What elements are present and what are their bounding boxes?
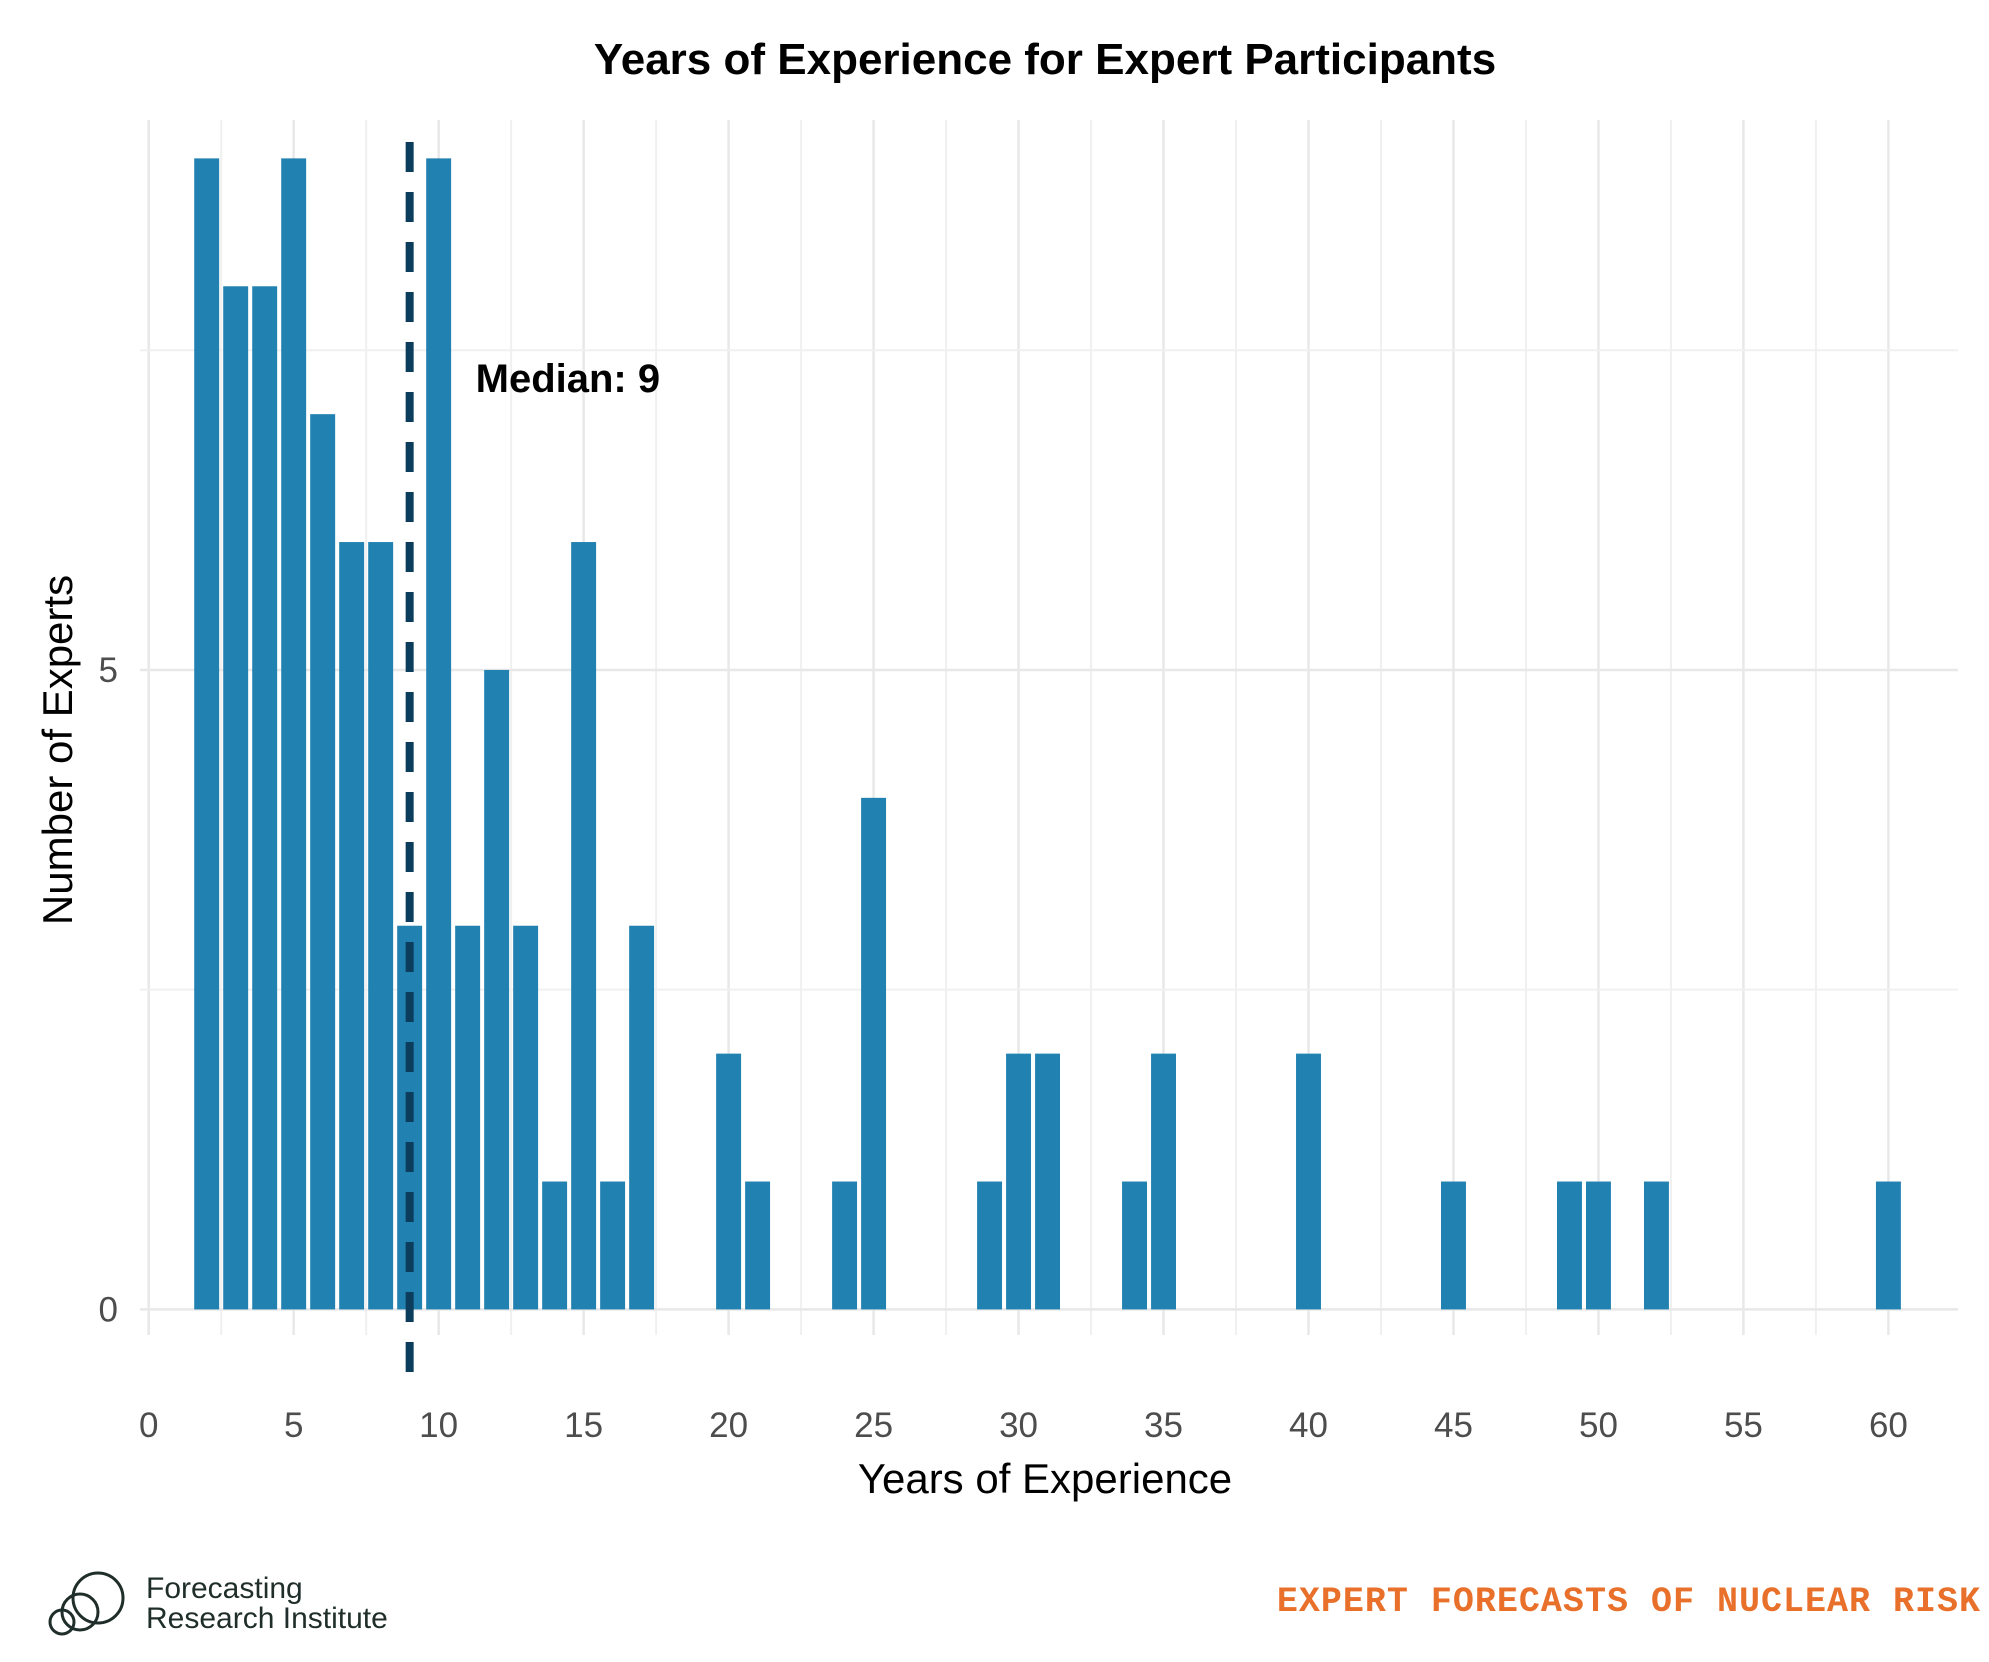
- x-tick-label: 60: [1869, 1406, 1908, 1445]
- x-axis-label: Years of Experience: [858, 1455, 1232, 1502]
- bar: [832, 1181, 858, 1310]
- report-tagline: EXPERT FORECASTS OF NUCLEAR RISK: [1276, 1582, 1981, 1622]
- bar: [1585, 1181, 1611, 1310]
- bar: [310, 414, 336, 1310]
- y-tick-label: 0: [99, 1290, 118, 1329]
- bar: [1296, 1053, 1321, 1310]
- bar: [977, 1181, 1003, 1310]
- bar: [223, 286, 249, 1310]
- bar: [1035, 1053, 1061, 1310]
- org-logo: Forecasting Research Institute: [40, 1568, 388, 1640]
- chart: Median: 9 0 5 10 15 20 25 30 35 40 45 50 55 60 05 Ye…: [34, 35, 1958, 1502]
- x-tick-label: 10: [419, 1406, 458, 1445]
- x-tick-label: 55: [1724, 1406, 1763, 1445]
- median-line-group: Median: 9: [405, 142, 660, 1392]
- bar: [368, 542, 394, 1310]
- bar: [600, 1181, 626, 1310]
- bars: [194, 158, 1901, 1310]
- x-tick-label: 40: [1289, 1406, 1328, 1445]
- bar: [542, 1181, 568, 1310]
- bar: [1151, 1053, 1176, 1310]
- x-tick-label: 25: [854, 1406, 893, 1445]
- bar: [281, 158, 307, 1310]
- bar: [1875, 1181, 1901, 1310]
- bar: [252, 286, 278, 1310]
- bar: [629, 925, 655, 1310]
- bar: [513, 925, 539, 1310]
- bar: [455, 925, 481, 1310]
- bar: [339, 542, 365, 1310]
- bar: [426, 158, 452, 1310]
- y-axis-label: Number of Experts: [34, 575, 81, 925]
- x-tick-label: 45: [1434, 1406, 1473, 1445]
- x-tick-label: 50: [1579, 1406, 1618, 1445]
- chart-title: Years of Experience for Expert Participa…: [594, 35, 1496, 84]
- y-tick-labels: 05: [99, 651, 118, 1329]
- x-tick-label: 20: [709, 1406, 748, 1445]
- x-tick-label: 5: [284, 1406, 303, 1445]
- bar: [484, 669, 510, 1310]
- overlapping-circles-icon: [48, 1571, 125, 1636]
- bar: [194, 158, 220, 1310]
- x-tick-label: 0: [139, 1406, 158, 1445]
- bar: [571, 542, 597, 1310]
- x-tick-label: 15: [564, 1406, 603, 1445]
- org-name-line1: Forecasting: [146, 1572, 303, 1605]
- x-tick-label: 30: [999, 1406, 1038, 1445]
- bar: [745, 1181, 771, 1310]
- bar: [1441, 1181, 1466, 1310]
- org-name-line2: Research Institute: [146, 1602, 388, 1635]
- y-tick-label: 5: [99, 651, 118, 690]
- bar: [1643, 1181, 1669, 1310]
- bar: [1122, 1181, 1148, 1310]
- x-tick-labels: 0 5 10 15 20 25 30 35 40 45 50 55 60: [139, 1406, 1908, 1445]
- bar: [1556, 1181, 1582, 1310]
- median-label: Median: 9: [476, 357, 660, 401]
- bar: [716, 1053, 742, 1310]
- bar: [1006, 1053, 1032, 1310]
- bar: [861, 797, 887, 1310]
- x-tick-label: 35: [1144, 1406, 1183, 1445]
